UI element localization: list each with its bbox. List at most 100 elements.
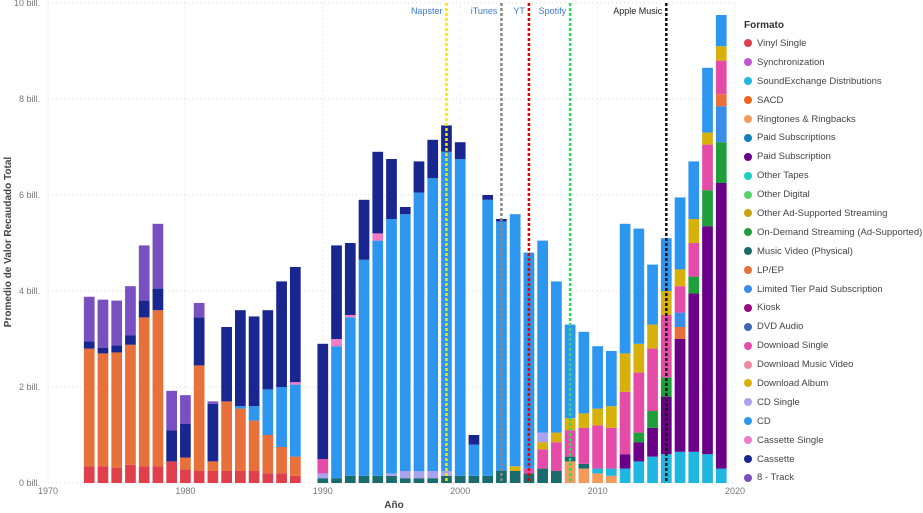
bar-segment[interactable] bbox=[702, 454, 713, 483]
bar-segment[interactable] bbox=[262, 435, 274, 474]
bar-segment[interactable] bbox=[715, 15, 727, 47]
bar-segment[interactable] bbox=[344, 315, 356, 318]
bar-segment[interactable] bbox=[702, 226, 713, 455]
legend-item[interactable]: Ringtones & Ringbacks bbox=[744, 110, 923, 129]
bar-segment[interactable] bbox=[372, 233, 384, 241]
legend-item[interactable]: SACD bbox=[744, 91, 923, 110]
legend-item[interactable]: Limited Tier Paid Subscription bbox=[744, 280, 923, 299]
bar-segment[interactable] bbox=[605, 427, 617, 469]
legend-item[interactable]: CD bbox=[744, 412, 923, 431]
bar-segment[interactable] bbox=[248, 420, 260, 471]
bar-segment[interactable] bbox=[427, 471, 439, 479]
bar-segment[interactable] bbox=[235, 408, 246, 471]
legend-item[interactable]: Download Album bbox=[744, 374, 923, 393]
legend-item[interactable]: LP/EP bbox=[744, 261, 923, 280]
bar-segment[interactable] bbox=[193, 365, 205, 471]
bar-segment[interactable] bbox=[386, 475, 397, 483]
bar-segment[interactable] bbox=[125, 344, 136, 465]
bar-segment[interactable] bbox=[344, 243, 356, 315]
bar-segment[interactable] bbox=[605, 468, 617, 476]
bar-segment[interactable] bbox=[248, 406, 260, 421]
bar-segment[interactable] bbox=[317, 459, 329, 474]
bar-segment[interactable] bbox=[262, 310, 274, 390]
legend-item[interactable]: SoundExchange Distributions bbox=[744, 72, 923, 91]
bar-segment[interactable] bbox=[454, 159, 466, 476]
bar-segment[interactable] bbox=[289, 382, 301, 385]
bar-segment[interactable] bbox=[482, 475, 494, 483]
bar-segment[interactable] bbox=[358, 199, 370, 260]
bar-segment[interactable] bbox=[235, 471, 246, 483]
bar-segment[interactable] bbox=[83, 296, 95, 342]
bar-segment[interactable] bbox=[660, 315, 672, 378]
bar-segment[interactable] bbox=[221, 401, 232, 471]
bar-segment[interactable] bbox=[180, 423, 191, 458]
bar-segment[interactable] bbox=[289, 456, 301, 476]
bar-segment[interactable] bbox=[619, 468, 631, 483]
bar-segment[interactable] bbox=[193, 303, 205, 318]
bar-segment[interactable] bbox=[152, 310, 164, 467]
bar-segment[interactable] bbox=[647, 324, 658, 349]
legend-item[interactable]: Download Single bbox=[744, 336, 923, 355]
bar-segment[interactable] bbox=[647, 427, 658, 457]
bar-segment[interactable] bbox=[578, 468, 590, 483]
bar-segment[interactable] bbox=[688, 276, 700, 294]
bar-segment[interactable] bbox=[331, 245, 342, 339]
bar-segment[interactable] bbox=[358, 475, 370, 483]
bar-segment[interactable] bbox=[441, 151, 452, 472]
bar-segment[interactable] bbox=[207, 461, 219, 471]
bar-segment[interactable] bbox=[509, 466, 521, 471]
bar-segment[interactable] bbox=[647, 264, 658, 325]
bar-segment[interactable] bbox=[276, 473, 287, 483]
bar-segment[interactable] bbox=[413, 192, 425, 471]
bar-segment[interactable] bbox=[427, 478, 439, 483]
legend-item[interactable]: Music Video (Physical) bbox=[744, 242, 923, 261]
bar-segment[interactable] bbox=[83, 348, 95, 467]
bar-segment[interactable] bbox=[125, 335, 136, 345]
bar-segment[interactable] bbox=[605, 475, 617, 483]
legend-item[interactable]: On-Demand Streaming (Ad-Supported) bbox=[744, 223, 923, 242]
legend-item[interactable]: Synchronization bbox=[744, 53, 923, 72]
bar-segment[interactable] bbox=[702, 190, 713, 227]
bar-segment[interactable] bbox=[207, 403, 219, 462]
bar-segment[interactable] bbox=[207, 471, 219, 483]
bar-segment[interactable] bbox=[619, 454, 631, 469]
bar-segment[interactable] bbox=[427, 139, 439, 179]
bar-segment[interactable] bbox=[166, 390, 178, 431]
bar-segment[interactable] bbox=[592, 473, 603, 483]
bar-segment[interactable] bbox=[715, 46, 727, 61]
bar-segment[interactable] bbox=[344, 475, 356, 483]
bar-segment[interactable] bbox=[702, 67, 713, 133]
bar-segment[interactable] bbox=[331, 339, 342, 347]
legend-item[interactable]: Vinyl Single bbox=[744, 34, 923, 53]
bar-segment[interactable] bbox=[262, 473, 274, 483]
bar-segment[interactable] bbox=[235, 406, 246, 409]
bar-segment[interactable] bbox=[372, 475, 384, 483]
bar-segment[interactable] bbox=[331, 478, 342, 483]
bar-segment[interactable] bbox=[619, 391, 631, 455]
bar-segment[interactable] bbox=[551, 471, 562, 483]
bar-segment[interactable] bbox=[399, 214, 411, 471]
bar-segment[interactable] bbox=[180, 457, 191, 470]
bar-segment[interactable] bbox=[537, 468, 548, 483]
bar-segment[interactable] bbox=[715, 60, 727, 95]
bar-segment[interactable] bbox=[152, 466, 164, 483]
legend-item[interactable]: Cassette Single bbox=[744, 431, 923, 450]
bar-segment[interactable] bbox=[715, 94, 727, 107]
bar-segment[interactable] bbox=[289, 267, 301, 383]
bar-segment[interactable] bbox=[454, 142, 466, 159]
bar-segment[interactable] bbox=[221, 327, 232, 402]
bar-segment[interactable] bbox=[688, 243, 700, 277]
bar-segment[interactable] bbox=[592, 425, 603, 469]
bar-segment[interactable] bbox=[276, 281, 287, 387]
bar-segment[interactable] bbox=[180, 469, 191, 483]
bar-segment[interactable] bbox=[578, 331, 590, 414]
bar-segment[interactable] bbox=[647, 456, 658, 483]
legend-item[interactable]: Other Ad-Supported Streaming bbox=[744, 204, 923, 223]
bar-segment[interactable] bbox=[97, 299, 109, 348]
bar-segment[interactable] bbox=[688, 219, 700, 243]
bar-segment[interactable] bbox=[619, 223, 631, 354]
bar-segment[interactable] bbox=[537, 442, 548, 450]
bar-segment[interactable] bbox=[276, 387, 287, 447]
bar-segment[interactable] bbox=[386, 219, 397, 474]
bar-segment[interactable] bbox=[715, 468, 727, 483]
